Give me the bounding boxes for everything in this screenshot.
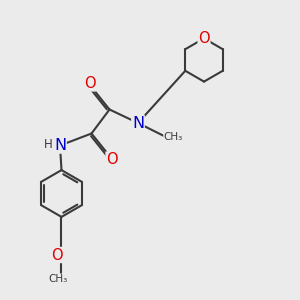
Text: O: O [51,248,63,262]
Text: O: O [84,76,96,91]
Text: H: H [44,137,53,151]
Text: N: N [132,116,144,130]
Text: CH₃: CH₃ [164,131,183,142]
Text: O: O [198,31,210,46]
Text: CH₃: CH₃ [49,274,68,284]
Text: N: N [54,138,66,153]
Text: O: O [106,152,118,167]
